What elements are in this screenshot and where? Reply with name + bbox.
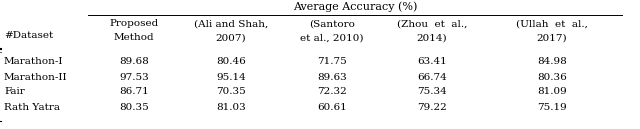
- Text: 63.41: 63.41: [417, 58, 447, 67]
- Text: Average Accuracy (%): Average Accuracy (%): [293, 2, 417, 12]
- Text: 75.19: 75.19: [537, 103, 567, 111]
- Text: 97.53: 97.53: [119, 72, 149, 82]
- Text: 80.36: 80.36: [537, 72, 567, 82]
- Text: 72.32: 72.32: [317, 87, 347, 96]
- Text: 71.75: 71.75: [317, 58, 347, 67]
- Text: 75.34: 75.34: [417, 87, 447, 96]
- Text: 60.61: 60.61: [317, 103, 347, 111]
- Text: et al., 2010): et al., 2010): [300, 34, 364, 42]
- Text: 86.71: 86.71: [119, 87, 149, 96]
- Text: Marathon-II: Marathon-II: [4, 72, 68, 82]
- Text: (Ullah  et  al.,: (Ullah et al.,: [516, 19, 588, 29]
- Text: 81.03: 81.03: [216, 103, 246, 111]
- Text: (Ali and Shah,: (Ali and Shah,: [194, 19, 268, 29]
- Text: 2014): 2014): [417, 34, 447, 42]
- Text: 81.09: 81.09: [537, 87, 567, 96]
- Text: 89.63: 89.63: [317, 72, 347, 82]
- Text: (Santoro: (Santoro: [309, 19, 355, 29]
- Text: 79.22: 79.22: [417, 103, 447, 111]
- Text: 80.46: 80.46: [216, 58, 246, 67]
- Text: 2007): 2007): [216, 34, 246, 42]
- Text: 2017): 2017): [537, 34, 567, 42]
- Text: Rath Yatra: Rath Yatra: [4, 103, 60, 111]
- Text: #Dataset: #Dataset: [4, 31, 53, 41]
- Text: Marathon-I: Marathon-I: [4, 58, 63, 67]
- Text: 95.14: 95.14: [216, 72, 246, 82]
- Text: 80.35: 80.35: [119, 103, 149, 111]
- Text: 84.98: 84.98: [537, 58, 567, 67]
- Text: Fair: Fair: [4, 87, 25, 96]
- Text: 70.35: 70.35: [216, 87, 246, 96]
- Text: 89.68: 89.68: [119, 58, 149, 67]
- Text: Proposed: Proposed: [109, 19, 159, 29]
- Text: 66.74: 66.74: [417, 72, 447, 82]
- Text: (Zhou  et  al.,: (Zhou et al.,: [397, 19, 467, 29]
- Text: Method: Method: [114, 34, 154, 42]
